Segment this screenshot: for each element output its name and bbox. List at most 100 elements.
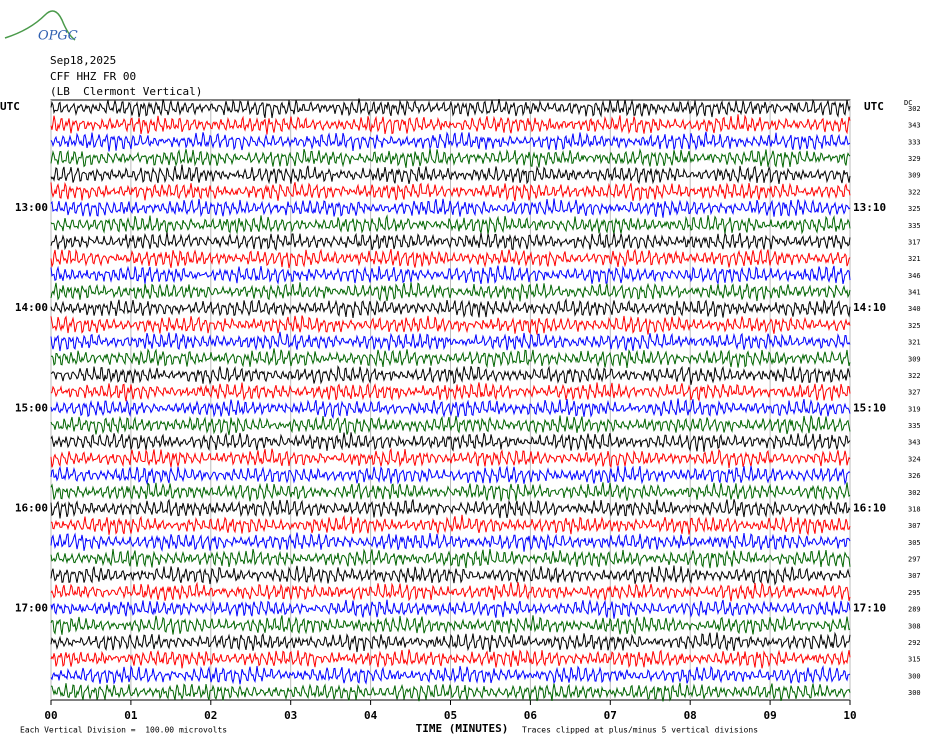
seismic-trace (50, 615, 851, 636)
x-axis-label: TIME (MINUTES) (416, 722, 509, 735)
dc-offset: 325 (908, 205, 921, 213)
left-time-label: 17:00 (15, 602, 48, 615)
left-time-label: 13:00 (15, 201, 48, 214)
dc-offset: 292 (908, 639, 921, 647)
x-tick-label: 05 (444, 709, 457, 722)
x-tick-label: 08 (684, 709, 697, 722)
x-tick-label: 07 (604, 709, 617, 722)
dc-offset: 309 (908, 172, 921, 180)
seismic-trace (50, 415, 851, 436)
seismic-trace (50, 649, 851, 669)
station: CFF HHZ FR 00 (50, 70, 136, 83)
seismic-trace (50, 447, 851, 468)
seismic-trace (50, 248, 851, 269)
seismic-trace (50, 131, 851, 152)
seismic-trace (50, 148, 851, 168)
seismic-trace (50, 265, 851, 285)
dc-offset: 325 (908, 322, 921, 330)
dc-offset: 324 (908, 455, 921, 463)
dc-offset: 302 (908, 489, 921, 497)
seismic-trace (50, 214, 851, 235)
left-time-label: 15:00 (15, 401, 48, 414)
dc-offset: 321 (908, 255, 921, 263)
right-time-label: 13:10 (853, 201, 886, 214)
x-tick-label: 09 (763, 709, 776, 722)
x-tick-label: 06 (524, 709, 538, 722)
logo: OPGC (38, 29, 78, 44)
dc-offset: 300 (908, 672, 921, 680)
right-axis-label: UTC (864, 100, 884, 113)
left-time-label: 16:00 (15, 501, 48, 514)
dc-offset: 326 (908, 472, 921, 480)
dc-offset: 302 (908, 105, 921, 113)
dc-offset: 335 (908, 222, 921, 230)
seismic-trace (50, 181, 851, 202)
seismic-trace (50, 164, 851, 185)
dc-offset: 300 (908, 689, 921, 697)
seismic-trace (50, 282, 851, 302)
dc-offset: 329 (908, 155, 921, 163)
seismic-trace (50, 631, 851, 653)
logo-curve (4, 10, 76, 41)
left-time-label: 14:00 (15, 301, 48, 314)
location: (LB Clermont Vertical) (50, 85, 202, 98)
dc-label: DC (904, 99, 912, 107)
seismic-trace (50, 565, 851, 586)
dc-offset: 309 (908, 355, 921, 363)
dc-offset: 315 (908, 656, 921, 664)
seismic-trace (50, 398, 851, 419)
seismic-trace (50, 364, 851, 385)
right-time-label: 15:10 (853, 401, 886, 414)
clip-note: Traces clipped at plus/minus 5 vertical … (522, 726, 758, 735)
dc-offset: 289 (908, 606, 921, 614)
seismic-trace (50, 98, 851, 119)
dc-offset: 335 (908, 422, 921, 430)
dc-offset: 343 (908, 439, 921, 447)
dc-offset: 340 (908, 305, 921, 313)
seismic-trace (50, 664, 851, 685)
dc-offset: 322 (908, 372, 921, 380)
dc-offset: 318 (908, 505, 921, 513)
seismic-trace (50, 232, 851, 251)
seismic-trace (50, 482, 851, 502)
seismic-trace (50, 297, 851, 319)
dc-offset: 322 (908, 188, 921, 196)
x-tick-label: 00 (44, 709, 57, 722)
dc-offset: 321 (908, 339, 921, 347)
scale-note: Each Vertical Division = 100.00 microvol… (20, 726, 227, 735)
dc-offset: 346 (908, 272, 921, 280)
seismic-trace (50, 114, 851, 135)
right-time-label: 14:10 (853, 301, 886, 314)
seismic-trace (50, 532, 851, 552)
dc-offset: 341 (908, 289, 921, 297)
x-tick-label: 10 (843, 709, 856, 722)
seismic-trace (50, 514, 851, 536)
seismic-trace (50, 348, 851, 369)
x-tick-label: 02 (204, 709, 217, 722)
seismic-trace (50, 198, 851, 218)
seismic-trace (50, 498, 851, 519)
right-time-label: 16:10 (853, 501, 886, 514)
seismic-trace (50, 599, 851, 619)
dc-offset: 327 (908, 389, 921, 397)
left-axis-label: UTC (0, 100, 20, 113)
dc-offset: 333 (908, 138, 921, 146)
x-tick-label: 04 (364, 709, 378, 722)
dc-offset: 307 (908, 522, 921, 530)
dc-offset: 343 (908, 122, 921, 130)
x-tick-label: 03 (284, 709, 297, 722)
dc-offset: 308 (908, 622, 921, 630)
dc-offset: 295 (908, 589, 921, 597)
dc-offset: 317 (908, 238, 921, 246)
seismic-trace (50, 548, 851, 569)
dc-offset: 297 (908, 556, 921, 564)
seismic-trace (50, 465, 851, 486)
dc-offset: 307 (908, 572, 921, 580)
seismic-trace (50, 315, 851, 335)
date: Sep18,2025 (50, 54, 116, 67)
seismic-trace (50, 432, 851, 452)
seismic-trace (50, 581, 851, 602)
seismic-trace (50, 682, 851, 702)
right-time-label: 17:10 (853, 602, 886, 615)
